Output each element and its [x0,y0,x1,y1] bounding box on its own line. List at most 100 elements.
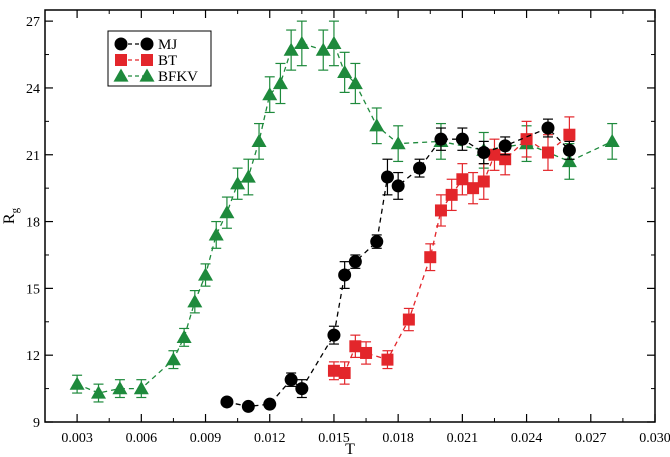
bfkv-point [219,205,235,219]
y-tick-label: 9 [33,416,40,431]
bfkv-point [390,136,406,150]
mj-point [263,397,277,411]
y-tick-label: 24 [26,82,40,97]
bt-point [477,175,490,188]
bt-point [338,367,351,380]
mj-point [562,143,576,157]
y-tick-label: 15 [26,282,40,297]
mj-point [327,328,341,342]
x-tick-label: 0.015 [318,431,350,446]
bfkv-point [561,153,577,168]
mj-point [455,132,469,146]
mj-point [477,146,491,160]
bfkv-point [240,169,256,183]
x-tick-label: 0.027 [575,431,607,446]
x-tick-label: 0.030 [639,431,670,446]
legend-marker [114,37,128,51]
series-bt [327,116,576,385]
legend-item-bfkv: BFKV [113,68,198,85]
mj-point [295,382,309,396]
legend-item-bt: BT [115,53,177,69]
bfkv-point [112,381,128,395]
bfkv-point [133,381,149,395]
bt-point [434,204,447,217]
bt-point [467,182,480,195]
y-axis-label: Rg [1,207,21,224]
bt-point [541,146,554,159]
mj-point [338,268,352,282]
x-tick-label: 0.003 [61,431,93,446]
mj-point [413,161,427,175]
mj-line [226,127,570,408]
legend-marker [141,54,153,66]
legend-label: BT [158,53,177,69]
y-tick-label: 27 [26,15,40,30]
bfkv-point [230,176,246,190]
x-tick-label: 0.006 [126,431,158,446]
x-tick-labels: 0.003 0.006 0.009 0.012 0.015 0.018 0.021 0.024… [61,431,670,446]
bfkv-point [187,294,203,308]
y-tick-label: 18 [26,216,40,231]
bfkv-point [176,329,192,343]
bfkv-point [294,35,310,50]
bfkv-point [208,227,224,241]
bfkv-point [69,376,85,390]
mj-point [541,121,555,135]
x-tick-label: 0.021 [447,431,479,446]
mj-point [284,373,298,387]
bfkv-point [604,133,620,148]
series-mj [220,118,576,413]
bt-point [499,153,512,166]
bfkv-point [326,35,342,50]
bt-point [402,313,415,326]
x-tick-label: 0.018 [382,431,414,446]
bt-point [381,353,394,366]
bt-point [349,340,362,353]
bfkv-point [369,118,385,132]
mj-point [241,399,255,413]
bfkv-point [315,42,331,56]
bfkv-point [337,64,353,78]
bfkv-point [272,75,288,90]
bt-point [445,188,458,201]
bt-point [360,346,373,359]
bfkv-point [347,75,363,90]
bt-line [333,134,570,374]
x-axis-label: T [345,441,355,457]
y-tick-labels: 9 12 15 18 21 24 27 [26,15,40,431]
mj-point [220,395,234,409]
bfkv-point [283,42,299,56]
bfkv-point [251,133,267,148]
legend-marker [139,68,155,82]
plot-frame [44,9,656,423]
y-tick-label: 21 [26,149,40,164]
mj-point [391,179,405,193]
bt-point [456,173,469,186]
mj-point [370,235,384,249]
legend-item-mj: MJ [114,37,177,53]
bt-point [327,364,340,377]
x-tick-label: 0.024 [511,431,543,446]
legend-marker [140,37,154,51]
axis-ticks [45,10,656,423]
bfkv-point [165,352,181,366]
bfkv-line [76,42,613,394]
mj-point [380,170,394,184]
bfkv-point [198,267,214,281]
legend-label: MJ [158,37,177,53]
legend-marker [115,54,127,66]
bt-point [488,148,501,161]
bt-point [563,128,576,141]
legend-label: BFKV [158,69,198,85]
legend-marker [113,68,129,82]
bfkv-point [262,87,278,101]
mj-point [434,132,448,146]
mj-point [348,255,362,269]
series-bfkv [69,20,620,403]
bt-point [424,251,437,264]
y-tick-label: 12 [26,349,40,364]
bfkv-point [91,385,107,399]
